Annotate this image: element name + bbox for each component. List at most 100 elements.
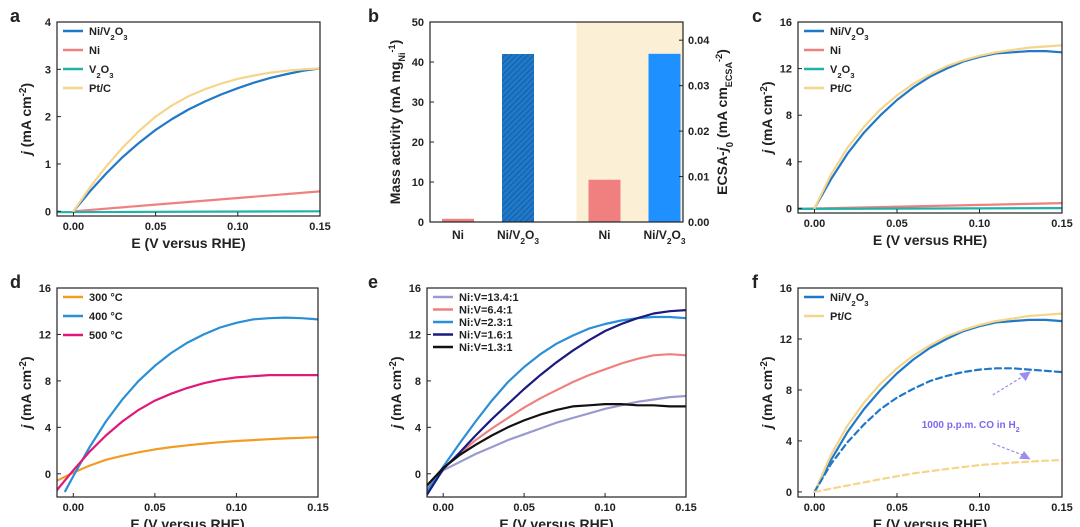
category-label: Ni (452, 228, 464, 242)
series-group (813, 312, 1062, 493)
y-tick-label: 0 (786, 203, 792, 215)
y-tick-label-right: 0.01 (688, 172, 709, 184)
series-line-pt-c (813, 44, 1062, 210)
legend-entry: V2O3 (830, 64, 854, 80)
x-axis-title: E (V versus RHE) (873, 232, 987, 248)
legend-entry: V2O3 (89, 64, 113, 80)
y-tick-label: 16 (780, 17, 792, 29)
legend-entry: 400 °C (89, 311, 123, 323)
y-axis-title: j (mA cm-2) (18, 356, 35, 430)
series-line-v2o3 (57, 210, 320, 214)
y-tick-label: 40 (412, 57, 424, 69)
series-line-ni-v-1-6-1 (427, 309, 686, 496)
series-line-400-c (64, 316, 318, 493)
y-tick-label: 8 (415, 376, 421, 388)
y-tick-label: 8 (786, 385, 792, 397)
x-tick-label: 0.00 (432, 502, 453, 514)
x-tick-label: 0.10 (969, 218, 990, 230)
panel-letter: a (10, 6, 21, 26)
y-tick-label: 20 (412, 137, 424, 149)
y-tick-label: 4 (415, 422, 422, 434)
panel-b: b Ni Ni/V2O3 Ni Ni/V2O3 0 10 20 30 40 50 0.00 0.01 0.… (368, 6, 736, 246)
legend: Ni:V=13.4:1Ni:V=6.4:1Ni:V=2.3:1Ni:V=1.6:… (433, 292, 519, 354)
x-tick-label: 0.10 (969, 502, 990, 514)
y-tick-label: 4 (45, 17, 52, 29)
y-axis-title: j (mA cm-2) (759, 81, 776, 155)
series-line-pt-c (813, 312, 1062, 493)
y-tick-label: 8 (45, 376, 51, 388)
panel-f: f 0.00 0.05 0.10 0.15 0 4 8 12 16 E (V versus RHE)… (752, 272, 1073, 527)
y-tick-label: 16 (39, 283, 51, 295)
y-tick-label: 4 (786, 436, 793, 448)
legend-entry: Ni/V2O3 (89, 26, 128, 42)
legend-entry: Ni:V=2.3:1 (459, 317, 513, 329)
series-line-ni-v-6-4-1 (427, 353, 686, 490)
y-tick-label: 12 (39, 329, 51, 341)
legend: Ni/V2O3 Ni V2O3 Pt/C (63, 26, 128, 95)
legend-entry: Ni (830, 45, 841, 57)
legend-entry: 500 °C (89, 330, 123, 342)
x-tick-label: 0.15 (675, 502, 696, 514)
axes-frame (797, 21, 1063, 214)
y-axis-title: Mass activity (mA mgNi-1) (387, 40, 407, 205)
series-group (57, 316, 318, 493)
y-tick-label: 1 (45, 159, 51, 171)
x-tick-label: 0.05 (145, 221, 166, 233)
series-line-dashed-3 (813, 458, 1062, 493)
bar-2 (588, 179, 621, 222)
legend-entry: Ni:V=1.6:1 (459, 330, 513, 342)
y-tick-label-right: 0.03 (688, 81, 709, 93)
series-line-pt-c (72, 67, 320, 213)
y-axis-title: j (mA cm-2) (759, 356, 776, 430)
x-tick-label: 0.10 (226, 502, 247, 514)
bar-3 (648, 53, 681, 223)
series-line-v2o3 (798, 207, 1062, 210)
y-tick-label: 0 (45, 469, 51, 481)
x-axis-title: E (V versus RHE) (130, 516, 244, 527)
y-axis-title-right: ECSA-j0 (mA cmECSA-2) (714, 49, 736, 195)
series-group (57, 67, 320, 214)
x-tick-label: 0.05 (886, 502, 907, 514)
y-tick-label: 16 (780, 283, 792, 295)
x-tick-label: 0.00 (63, 221, 84, 233)
y-tick-label: 0 (418, 217, 424, 229)
panel-letter: f (752, 272, 759, 292)
x-tick-label: 0.05 (144, 502, 165, 514)
x-axis-title: E (V versus RHE) (131, 235, 245, 251)
axes-frame (56, 287, 319, 498)
legend-entry: Pt/C (89, 83, 111, 95)
y-axis-title: j (mA cm-2) (388, 356, 405, 430)
panel-e: e 0.00 0.05 0.10 0.15 0 4 8 12 16 E (V versus RHE)… (368, 272, 697, 527)
series-line-ni-v-13-4-1 (427, 394, 686, 489)
y-tick-label: 0 (786, 487, 792, 499)
axes-frame (429, 21, 684, 223)
axes-frame (56, 21, 321, 217)
axes-frame (426, 287, 687, 498)
panel-letter: d (10, 272, 21, 292)
legend-entry: Pt/C (830, 311, 852, 323)
x-tick-label: 0.15 (1051, 502, 1072, 514)
legend-entry: Ni (89, 45, 100, 57)
series-group (798, 44, 1062, 210)
y-tick-label-right: 0.00 (688, 217, 709, 229)
y-tick-label: 4 (45, 422, 52, 434)
series-group (427, 309, 686, 496)
series-line-ni (72, 190, 320, 213)
series-line-ni-v2o3 (72, 67, 320, 213)
legend: Ni/V2O3 Ni V2O3 Pt/C (804, 26, 869, 95)
y-tick-label: 12 (409, 329, 421, 341)
panel-a: a 0.00 0.05 0.10 0.15 0 1 2 3 4 E (V versus RHE) j … (10, 6, 331, 251)
x-tick-label: 0.00 (804, 218, 825, 230)
y-tick-label: 4 (786, 157, 793, 169)
category-label: Ni/V2O3 (497, 228, 539, 246)
y-tick-label: 16 (409, 283, 421, 295)
series-line-ni-v2o3 (813, 49, 1062, 210)
y-tick-label: 2 (45, 112, 51, 124)
x-tick-label: 0.10 (594, 502, 615, 514)
x-tick-label: 0.05 (513, 502, 534, 514)
arrowhead (1019, 451, 1031, 460)
x-tick-label: 0.00 (63, 502, 84, 514)
y-tick-label: 8 (786, 110, 792, 122)
annotation-arrow (992, 374, 1027, 396)
y-tick-label: 3 (45, 64, 51, 76)
